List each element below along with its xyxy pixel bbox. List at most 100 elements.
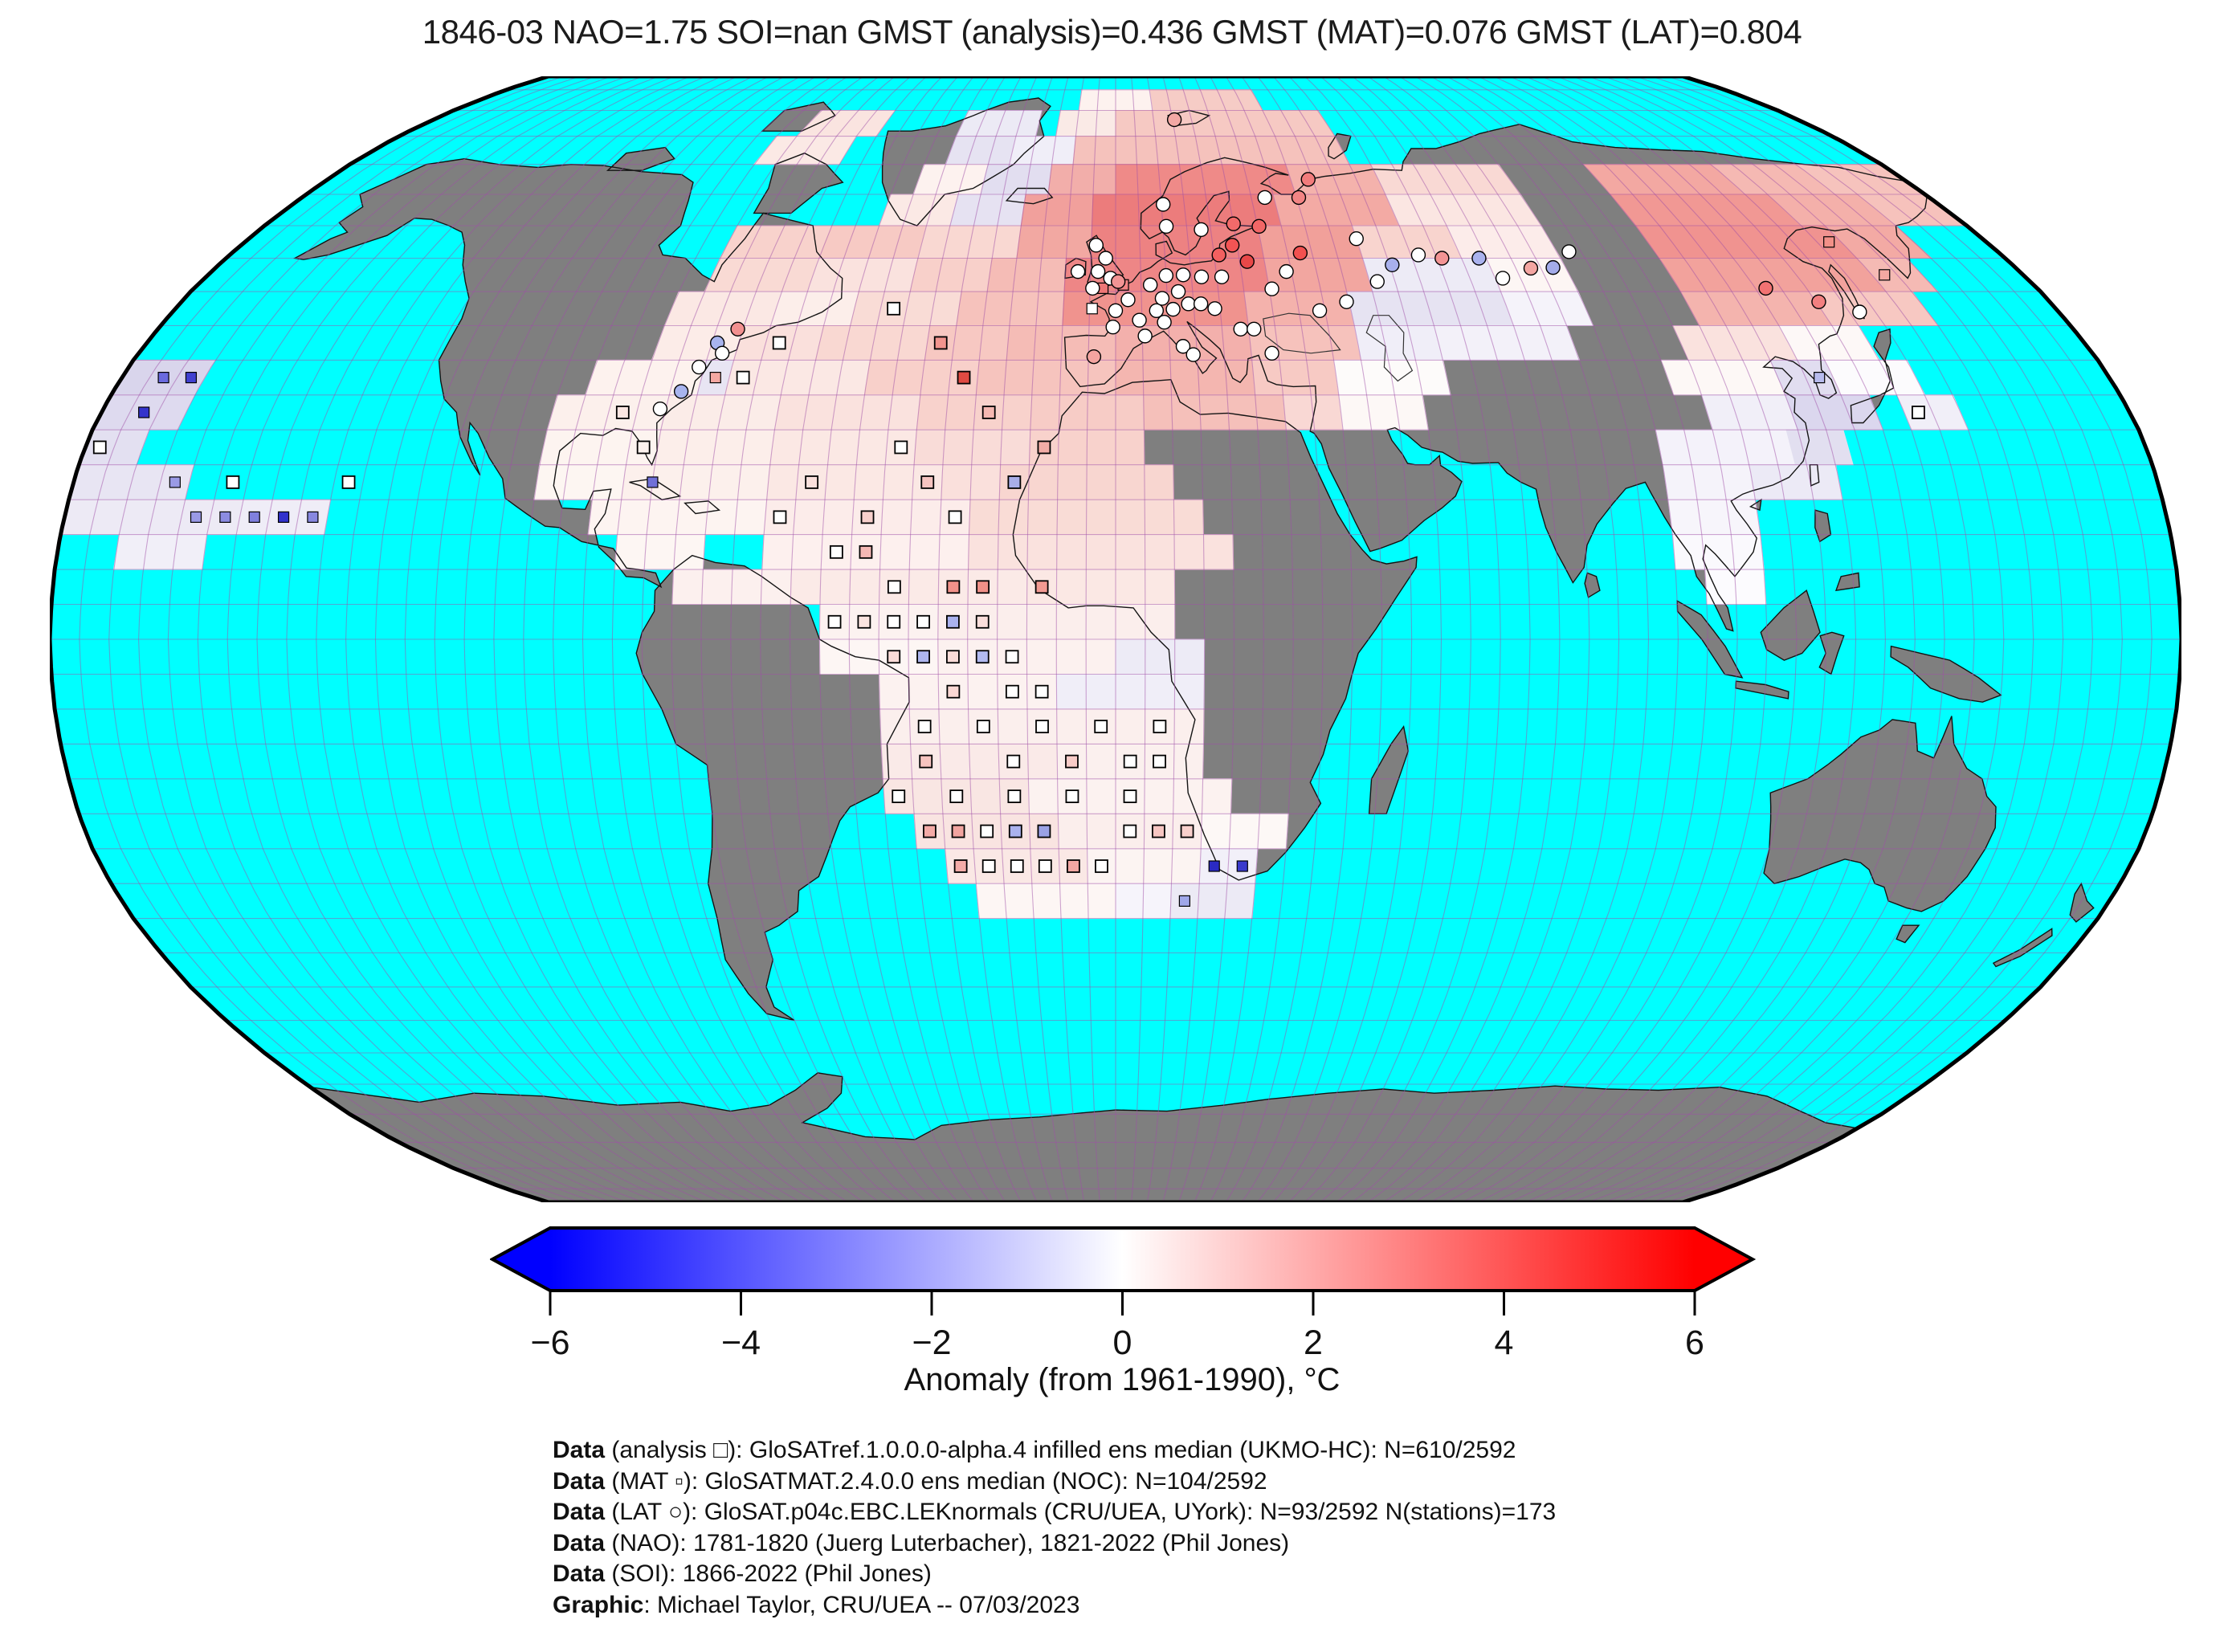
lat-circle-icon xyxy=(1088,238,1104,253)
mat-square-icon xyxy=(169,476,181,488)
lat-circle-icon xyxy=(1165,301,1181,317)
analysis-square-icon xyxy=(917,720,932,734)
analysis-square-icon xyxy=(946,684,961,699)
mat-square-icon xyxy=(1086,303,1098,315)
analysis-square-icon xyxy=(919,754,933,769)
lat-circle-icon xyxy=(1224,238,1240,253)
colorbar-label: Anomaly (from 1961-1990), °C xyxy=(904,1362,1341,1397)
lat-circle-icon xyxy=(673,384,689,399)
analysis-square-icon xyxy=(946,614,960,629)
lat-circle-icon xyxy=(1410,247,1426,263)
analysis-square-icon xyxy=(916,650,930,664)
mat-square-icon xyxy=(307,511,319,523)
analysis-square-icon xyxy=(923,824,937,838)
analysis-square-icon xyxy=(615,406,630,419)
lat-circle-icon xyxy=(1120,292,1136,308)
analysis-square-icon xyxy=(920,475,935,489)
analysis-square-icon xyxy=(887,301,901,316)
lat-circle-icon xyxy=(1214,269,1230,284)
analysis-square-icon xyxy=(887,650,901,664)
lat-circle-icon xyxy=(1193,296,1209,312)
analysis-square-icon xyxy=(772,336,786,350)
lat-circle-icon xyxy=(1137,328,1153,344)
lat-circle-icon xyxy=(1090,263,1106,279)
mat-square-icon xyxy=(1236,860,1248,872)
lat-circle-icon xyxy=(1247,321,1262,337)
lat-circle-icon xyxy=(1110,274,1126,289)
mat-square-icon xyxy=(709,372,721,384)
lat-circle-icon xyxy=(1523,260,1539,276)
lat-circle-icon xyxy=(1233,321,1248,337)
analysis-square-icon xyxy=(894,440,908,455)
mat-square-icon xyxy=(1178,895,1191,907)
lat-circle-icon xyxy=(692,359,707,375)
analysis-square-icon xyxy=(981,406,996,419)
lat-circle-icon xyxy=(1211,247,1226,263)
lat-circle-icon xyxy=(1157,315,1172,330)
lat-circle-icon xyxy=(1194,222,1209,238)
analysis-square-icon xyxy=(981,859,996,873)
analysis-square-icon xyxy=(226,475,240,489)
lat-circle-icon xyxy=(1149,303,1165,319)
lat-circle-icon xyxy=(1852,304,1867,320)
lat-circle-icon xyxy=(1142,277,1158,292)
lat-circle-icon xyxy=(1264,345,1279,361)
footer-line-analysis: Data (analysis □): GloSATref.1.0.0.0-alp… xyxy=(553,1437,1516,1463)
analysis-square-icon xyxy=(1123,754,1137,769)
analysis-square-icon xyxy=(829,545,843,559)
analysis-square-icon xyxy=(736,370,750,385)
analysis-square-icon xyxy=(859,545,873,559)
lat-circle-icon xyxy=(1098,251,1113,266)
lat-circle-icon xyxy=(1471,251,1487,266)
analysis-square-icon xyxy=(949,789,964,803)
mat-square-icon xyxy=(248,511,260,523)
analysis-square-icon xyxy=(946,580,961,594)
analysis-square-icon xyxy=(1037,824,1051,838)
lat-circle-icon xyxy=(714,345,730,361)
analysis-square-icon xyxy=(1153,754,1166,769)
analysis-square-icon xyxy=(1123,824,1137,838)
analysis-square-icon xyxy=(860,510,875,524)
analysis-square-icon xyxy=(976,580,990,594)
lat-circle-icon xyxy=(1561,244,1577,259)
mat-square-icon xyxy=(1208,860,1220,872)
analysis-square-icon xyxy=(948,510,962,524)
footer-credits: Data (analysis □): GloSATref.1.0.0.0-alp… xyxy=(553,1435,1556,1621)
lat-circle-icon xyxy=(1226,216,1241,231)
analysis-square-icon xyxy=(1034,580,1049,594)
lat-circle-icon xyxy=(1194,269,1210,284)
lat-circle-icon xyxy=(1154,291,1170,306)
analysis-square-icon xyxy=(1005,684,1019,699)
footer-line-graphic: Graphic: Michael Taylor, CRU/UEA -- 07/0… xyxy=(553,1591,1080,1618)
lat-circle-icon xyxy=(1181,296,1196,312)
analysis-square-icon xyxy=(980,824,994,838)
tick-label-neg2: −2 xyxy=(912,1324,951,1362)
analysis-square-icon xyxy=(1912,406,1925,419)
analysis-square-icon xyxy=(92,440,107,455)
mat-square-icon xyxy=(1823,236,1835,248)
map-station-markers xyxy=(92,112,1925,907)
lat-circle-icon xyxy=(1156,197,1171,212)
lat-circle-icon xyxy=(1312,303,1328,319)
lat-circle-icon xyxy=(1264,281,1279,296)
lat-circle-icon xyxy=(1158,218,1174,235)
lat-circle-icon xyxy=(1239,254,1255,269)
lat-circle-icon xyxy=(730,321,745,337)
analysis-square-icon xyxy=(1180,824,1194,838)
analysis-square-icon xyxy=(636,440,651,455)
colorbar: −6 −4 −2 0 2 4 6 xyxy=(490,1226,1757,1362)
tick-label-0: 0 xyxy=(1113,1324,1132,1362)
analysis-square-icon xyxy=(953,859,968,873)
figure-title: 1846-03 NAO=1.75 SOI=nan GMST (analysis)… xyxy=(422,13,1802,51)
world-map xyxy=(50,76,2181,1202)
mat-square-icon xyxy=(157,372,169,384)
lat-circle-icon xyxy=(1166,112,1182,128)
analysis-square-icon xyxy=(1065,754,1079,769)
lat-circle-icon xyxy=(1175,267,1191,283)
lat-circle-icon xyxy=(1207,301,1222,316)
analysis-square-icon xyxy=(1007,789,1022,803)
map-outline xyxy=(50,76,2181,1202)
tick-label-6: 6 xyxy=(1685,1324,1704,1362)
map-graticule xyxy=(50,76,2181,1202)
analysis-square-icon xyxy=(773,510,787,524)
